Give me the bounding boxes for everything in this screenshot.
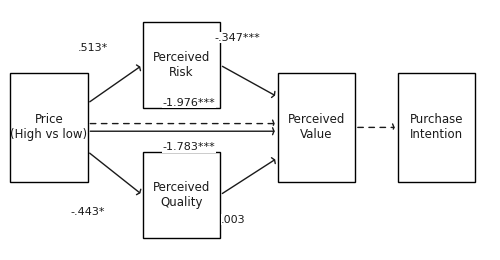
- Text: -1.783***: -1.783***: [162, 142, 216, 152]
- Bar: [142, 152, 220, 238]
- Text: .003: .003: [221, 215, 246, 225]
- Bar: [398, 73, 475, 182]
- Text: -.443*: -.443*: [70, 207, 105, 217]
- Text: Price
(High vs low): Price (High vs low): [10, 113, 88, 141]
- Bar: [142, 22, 220, 108]
- Text: Perceived
Value: Perceived Value: [288, 113, 345, 141]
- Text: Perceived
Quality: Perceived Quality: [152, 181, 210, 209]
- Bar: [278, 73, 355, 182]
- Bar: [10, 73, 88, 182]
- Text: Purchase
Intention: Purchase Intention: [410, 113, 463, 141]
- Text: -1.976***: -1.976***: [162, 98, 216, 108]
- Text: Perceived
Risk: Perceived Risk: [152, 51, 210, 79]
- Text: -.347***: -.347***: [214, 33, 260, 43]
- Text: .513*: .513*: [78, 43, 108, 53]
